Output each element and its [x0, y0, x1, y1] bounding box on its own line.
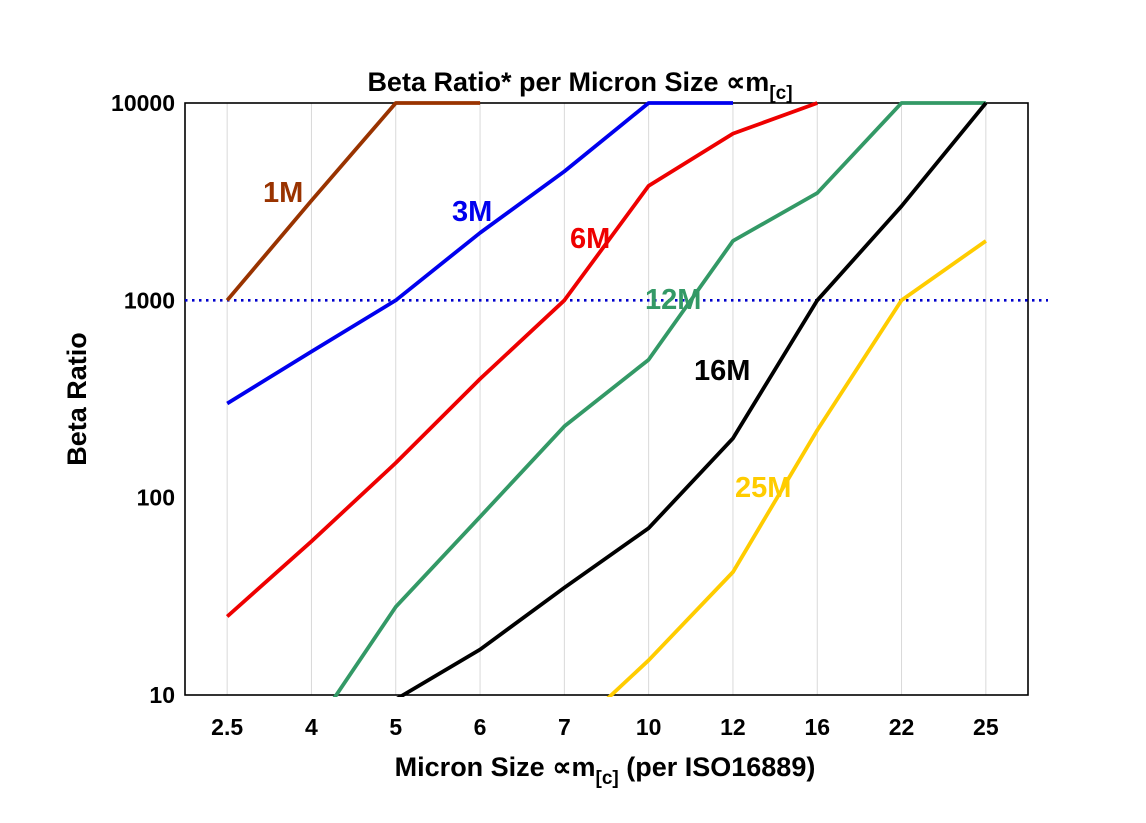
x-tick-label-7: 7: [558, 714, 571, 740]
series-label-12m: 12M: [645, 284, 701, 316]
x-tick-label-10: 10: [636, 714, 662, 740]
x-tick-label-5: 5: [389, 714, 402, 740]
y-axis-title: Beta Ratio: [62, 332, 92, 466]
y-tick-label-10: 10: [149, 682, 175, 708]
x-tick-label-4: 4: [305, 714, 318, 740]
series-line-16m: [396, 101, 988, 697]
series-label-6m: 6M: [570, 223, 610, 255]
series-line-1m: [225, 101, 481, 302]
y-tick-label-100: 100: [137, 485, 175, 511]
plot-border: [184, 102, 1029, 696]
series-line-6m: [225, 101, 818, 618]
x-tick-label-16: 16: [804, 714, 830, 740]
series-label-25m: 25M: [735, 472, 791, 504]
x-tick-label-2.5: 2.5: [211, 714, 243, 740]
series-label-3m: 3M: [452, 196, 492, 228]
y-tick-label-10000: 10000: [111, 90, 175, 116]
x-axis-title: Micron Size ∝m[c] (per ISO16889): [395, 752, 816, 789]
series-line-3m: [226, 101, 733, 406]
x-tick-label-6: 6: [474, 714, 487, 740]
series-label-16m: 16M: [694, 355, 750, 387]
series-label-1m: 1M: [263, 177, 303, 209]
x-tick-label-25: 25: [973, 714, 999, 740]
series-line-25m: [606, 239, 987, 697]
x-tick-label-22: 22: [889, 714, 915, 740]
series-line-12m: [332, 101, 986, 697]
y-tick-label-1000: 1000: [124, 287, 175, 313]
chart-title: Beta Ratio* per Micron Size ∝m[c]: [367, 67, 792, 104]
x-tick-label-12: 12: [720, 714, 746, 740]
